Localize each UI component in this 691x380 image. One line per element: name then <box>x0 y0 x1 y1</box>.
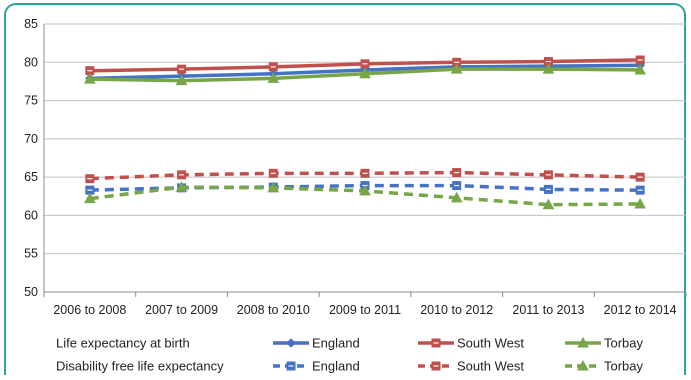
legend-label: Torbay <box>604 359 644 374</box>
y-tick-label: 85 <box>24 17 38 31</box>
legend-label: South West <box>457 336 524 351</box>
legend: Life expectancy at birth England South Wes… <box>56 336 644 374</box>
data-point <box>450 63 463 74</box>
data-point <box>84 73 96 84</box>
legend-group-label: Disability free life expectancy <box>56 359 224 374</box>
x-tick-label: 2011 to 2013 <box>512 303 584 317</box>
legend-entry: South West <box>418 359 524 374</box>
data-point <box>286 338 296 348</box>
series-south-west-solid <box>85 55 645 76</box>
data-point <box>542 198 555 210</box>
x-tick-label: 2012 to 2014 <box>604 303 677 317</box>
data-point <box>175 74 188 86</box>
legend-entry: England <box>273 359 360 374</box>
x-tick-label: 2007 to 2009 <box>145 303 218 317</box>
series-south-west-dashed <box>85 168 645 184</box>
y-tick-label: 50 <box>24 285 38 299</box>
data-point <box>359 67 371 79</box>
legend-label: England <box>312 336 360 351</box>
legend-entry: South West <box>418 336 524 351</box>
data-point <box>450 191 463 203</box>
x-tick-label: 2008 to 2010 <box>237 303 310 317</box>
y-tick-label: 70 <box>24 132 38 146</box>
data-point <box>634 63 646 75</box>
y-tick-label: 55 <box>24 247 38 261</box>
x-tick-label: 2010 to 2012 <box>420 303 493 317</box>
y-tick-label: 80 <box>24 55 38 69</box>
legend-label: England <box>312 359 360 374</box>
legend-label: South West <box>457 359 524 374</box>
data-point <box>267 181 280 193</box>
series-lines <box>84 55 646 210</box>
data-point <box>542 63 555 74</box>
data-point <box>577 336 589 348</box>
legend-entry: England <box>273 336 360 351</box>
legend-label: Torbay <box>604 336 644 351</box>
legend-entry: Torbay <box>565 359 644 374</box>
y-tick-label: 75 <box>24 94 38 108</box>
series-torbay-solid <box>84 63 646 86</box>
legend-entry: Torbay <box>565 336 644 351</box>
data-point <box>634 197 646 209</box>
data-point <box>175 181 188 192</box>
data-point <box>267 72 280 83</box>
legend-group-label: Life expectancy at birth <box>56 336 190 351</box>
x-tick-label: 2009 to 2011 <box>329 303 401 317</box>
chart-frame <box>4 3 686 375</box>
y-tick-label: 65 <box>24 170 38 184</box>
series-torbay-dashed <box>84 181 646 210</box>
y-tick-label: 60 <box>24 208 38 222</box>
data-point <box>84 192 96 204</box>
data-point <box>359 184 371 196</box>
data-point <box>577 359 589 371</box>
axes: 50 55 60 65 70 75 80 85 2006 to 2008 2007 to 2009… <box>24 17 687 317</box>
x-tick-label: 2006 to 2008 <box>53 303 126 317</box>
